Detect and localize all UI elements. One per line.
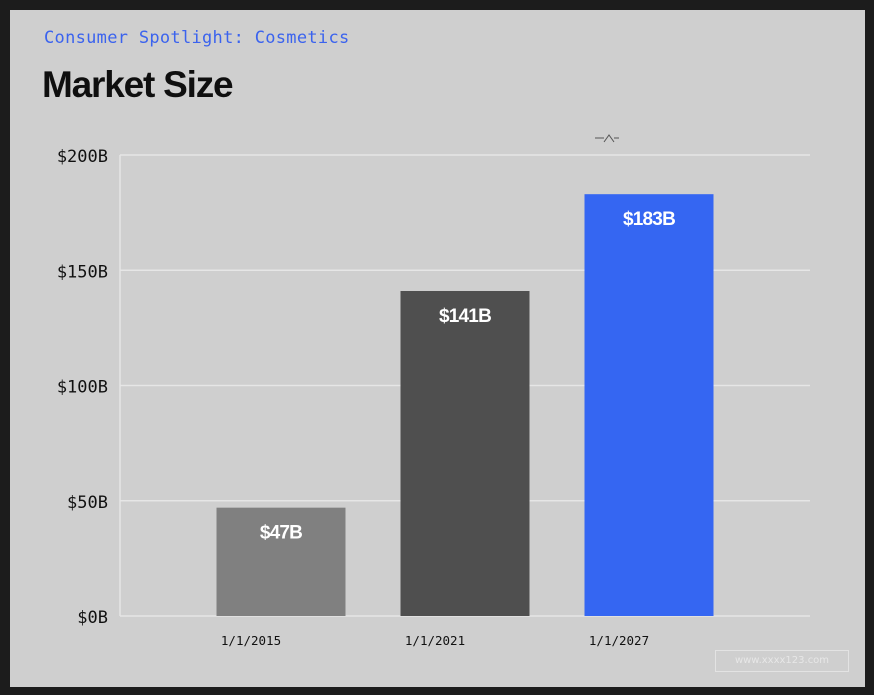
x-tick-label: 1/1/2021 (405, 633, 465, 648)
resize-icon (595, 134, 619, 143)
chart-title: Market Size (42, 64, 234, 105)
bar-data-label: $141B (439, 306, 491, 327)
watermark: www.xxxx123.com (715, 650, 849, 672)
bar (584, 194, 714, 616)
y-tick-label: $200B (57, 147, 108, 167)
bars: $47B $141B $183B (216, 194, 714, 616)
x-tick-label: 1/1/2015 (221, 633, 281, 648)
bar (400, 290, 530, 616)
y-tick-label: $150B (57, 262, 108, 282)
y-tick-label: $50B (67, 493, 108, 513)
x-axis-labels: 1/1/2015 1/1/2021 1/1/2027 (221, 633, 649, 648)
y-axis-ticks: $0B $50B $100B $150B $200B (57, 147, 108, 628)
chart-subtitle: Consumer Spotlight: Cosmetics (44, 28, 350, 48)
y-tick-label: $100B (57, 378, 108, 398)
bar-data-label: $183B (623, 209, 675, 230)
y-tick-label: $0B (77, 608, 108, 628)
x-tick-label: 1/1/2027 (589, 633, 649, 648)
bar (216, 507, 346, 616)
bar-data-label: $47B (260, 523, 302, 544)
